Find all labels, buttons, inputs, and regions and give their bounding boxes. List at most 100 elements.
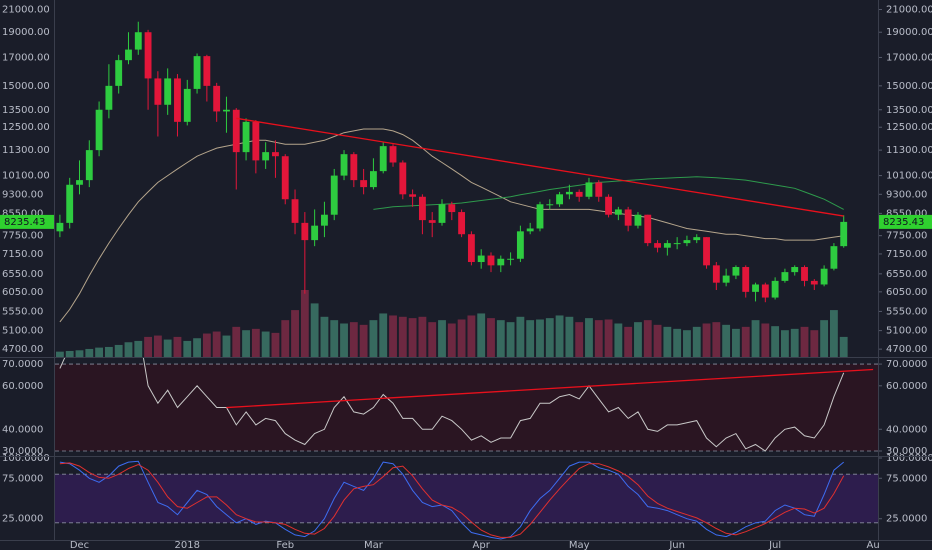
candle-body — [761, 284, 769, 298]
volume-bar — [477, 313, 486, 357]
candle-body — [232, 109, 240, 153]
volume-bar — [820, 320, 829, 357]
candle-body — [624, 209, 632, 226]
x-tick-label: Au — [867, 540, 880, 550]
volume-bar — [291, 310, 299, 357]
volume-bar — [104, 346, 113, 357]
volume-bar — [496, 320, 505, 357]
volume-bar — [585, 318, 593, 357]
candle-body — [644, 214, 652, 244]
last-price-box — [879, 214, 932, 229]
candle-body — [174, 78, 181, 122]
volume-bar — [594, 320, 603, 357]
y-tick-label: 10100.00 — [2, 171, 50, 182]
trendline — [236, 117, 844, 217]
volume-bar — [447, 323, 456, 357]
indicator-line — [59, 358, 845, 452]
candle-body — [350, 154, 358, 181]
x-tick-label: Jun — [668, 540, 685, 550]
volume-bar — [251, 328, 260, 357]
y-tick-label: 25.0000 — [2, 514, 43, 525]
candle-body — [379, 146, 387, 172]
candle-body — [556, 194, 564, 205]
candle-body — [654, 243, 661, 248]
candle-body — [565, 191, 573, 195]
candle-body — [438, 204, 446, 223]
volume-bar — [379, 313, 388, 357]
y-tick-label: 7750.00 — [2, 231, 43, 242]
y-tick-label: 100.0000 — [2, 453, 50, 464]
y-tick-label: 13500.00 — [886, 105, 932, 116]
candle-body — [605, 196, 612, 215]
y-tick-label: 21000.00 — [886, 5, 932, 16]
moving-average — [59, 128, 844, 323]
last-price-label: 8235.43 — [4, 217, 45, 228]
band — [55, 474, 878, 523]
volume-bar — [418, 316, 427, 357]
volume-bar — [271, 332, 280, 357]
band — [55, 364, 878, 452]
candle-body — [321, 214, 328, 226]
x-tick-label: Jul — [768, 540, 781, 550]
volume-bar — [526, 320, 535, 357]
y-tick-label: 11300.00 — [886, 145, 932, 156]
volume-bar — [810, 330, 819, 357]
y-tick-label: 100.0000 — [886, 453, 932, 464]
candle-body — [487, 255, 495, 266]
volume-bar — [75, 350, 84, 357]
candle-body — [810, 280, 818, 285]
volume-bar — [457, 319, 466, 357]
volume-bar — [751, 320, 760, 357]
indicator-line — [59, 460, 845, 540]
volume-bar — [310, 303, 319, 357]
volume-bar — [692, 326, 701, 357]
y-tick-label: 12500.00 — [2, 122, 50, 133]
y-tick-label: 5550.00 — [886, 306, 927, 317]
volume-bar — [506, 322, 515, 357]
candle-body — [585, 182, 593, 197]
candle-body — [448, 204, 456, 213]
candle-body — [703, 237, 710, 266]
candle-body — [262, 152, 270, 161]
candle-body — [311, 225, 319, 241]
volume-bar — [212, 331, 221, 357]
last-price-box — [0, 214, 54, 229]
volume-bar — [349, 322, 358, 357]
y-tick-label: 7750.00 — [886, 231, 927, 242]
volume-bar — [369, 320, 378, 357]
candle-body — [497, 258, 505, 266]
candle-body — [732, 267, 740, 276]
y-tick-label: 21000.00 — [2, 5, 50, 16]
y-tick-label: 40.0000 — [2, 424, 43, 435]
candle-body — [428, 220, 436, 223]
volume-bar — [144, 336, 152, 357]
y-tick-label: 75.0000 — [2, 473, 43, 484]
y-tick-label: 60.0000 — [2, 381, 43, 392]
candle-body — [125, 49, 132, 61]
y-tick-label: 4700.00 — [2, 344, 43, 355]
y-tick-label: 9300.00 — [2, 189, 43, 200]
indicator-line — [59, 462, 845, 538]
volume-bar — [173, 336, 182, 357]
volume-bar — [65, 350, 74, 357]
volume-bar — [565, 316, 574, 357]
volume-bar — [202, 333, 211, 357]
volume-bar — [487, 318, 495, 357]
y-tick-label: 15000.00 — [2, 81, 50, 92]
volume-bar — [242, 330, 250, 357]
candle-body — [291, 199, 299, 223]
volume-bar — [428, 322, 437, 357]
volume-bar — [683, 330, 691, 357]
volume-bar — [153, 335, 162, 357]
candle-body — [272, 152, 279, 157]
candle-body — [781, 272, 789, 281]
y-tick-label: 7150.00 — [2, 249, 43, 260]
volume-bar — [624, 326, 633, 357]
volume-bar — [261, 331, 270, 357]
volume-bar — [732, 328, 740, 357]
volume-bar — [702, 323, 711, 357]
candle-body — [330, 175, 338, 215]
y-tick-label: 60.0000 — [886, 381, 927, 392]
volume-bar — [555, 315, 564, 357]
